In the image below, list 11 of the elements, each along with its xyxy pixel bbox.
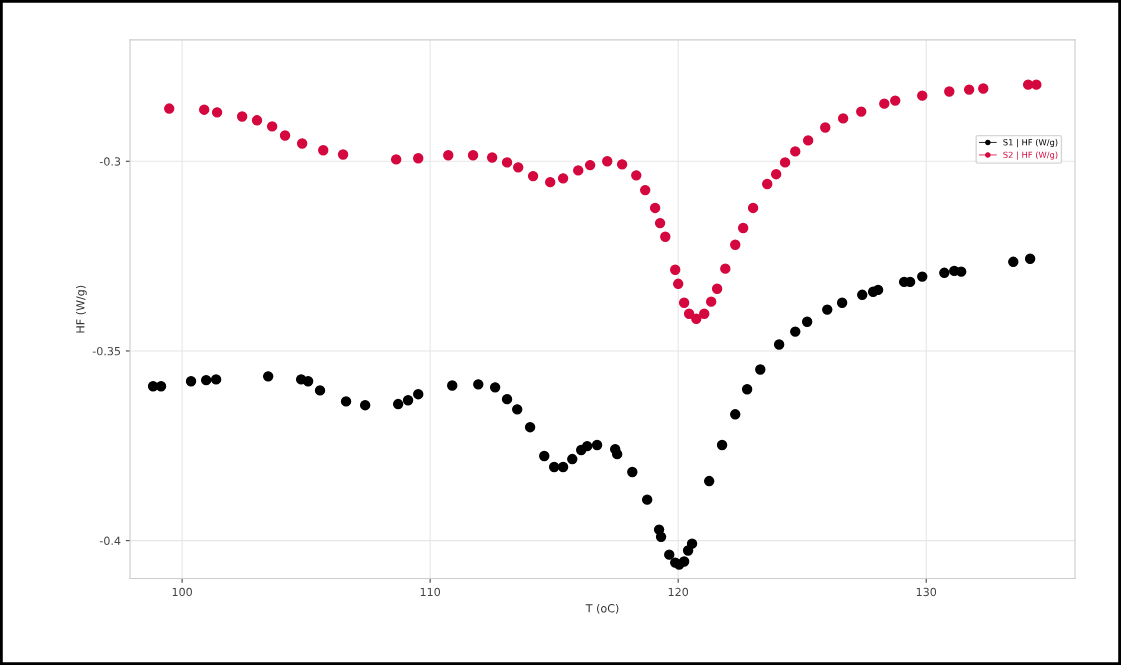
x-axis-title: T (oC)	[585, 603, 619, 614]
y-tick-label: -0.3	[99, 157, 121, 166]
y-axis-title: HF (W/g)	[75, 285, 87, 333]
x-tick-label: 120	[668, 587, 689, 597]
x-tick-label: 100	[172, 587, 192, 597]
x-tick-label: 110	[420, 587, 441, 597]
legend-label: S1 | HF (W/g)	[1003, 138, 1058, 148]
x-tick-label: 130	[916, 587, 937, 597]
y-tick-label: -0.4	[99, 536, 121, 545]
y-tick-label: -0.35	[92, 346, 121, 356]
legend-label: S2 | HF (W/g)	[1003, 151, 1058, 160]
